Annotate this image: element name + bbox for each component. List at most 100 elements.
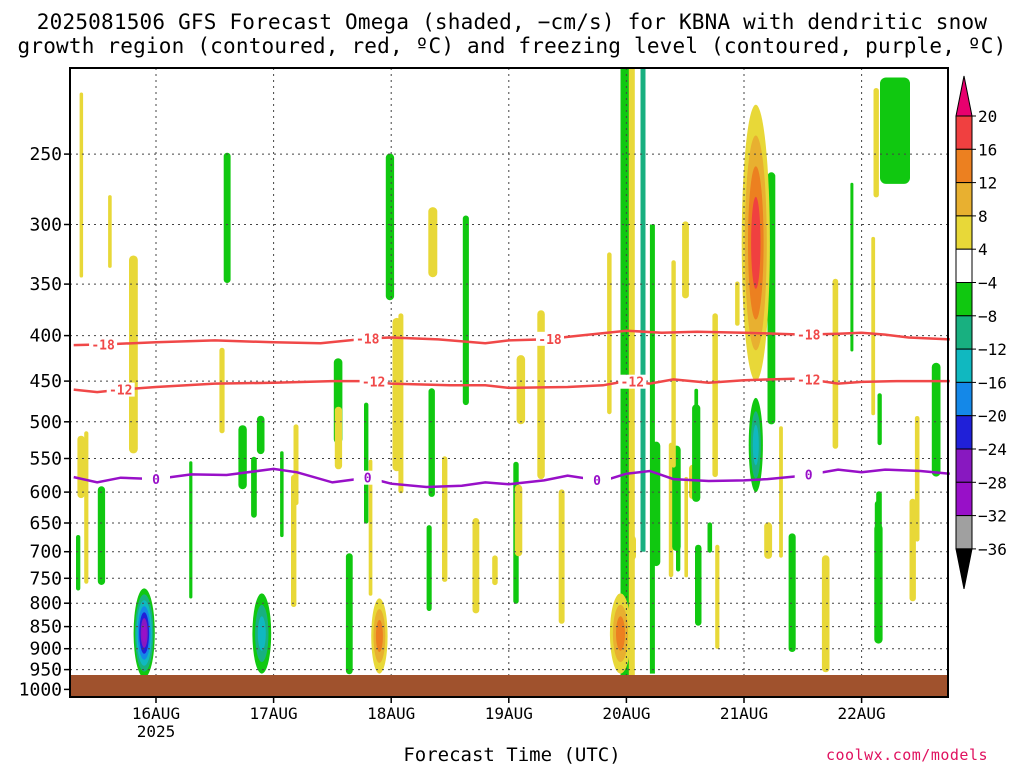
omega-streak [707, 522, 713, 553]
colorbar-bottom-arrow [955, 548, 973, 589]
omega-streak [514, 484, 523, 557]
x-tick-label: 21AUG [720, 704, 768, 723]
contour-label: -12 [109, 384, 132, 399]
colorbar-label: −4 [978, 274, 997, 293]
colorbar-label: 16 [978, 140, 997, 159]
omega-streak [764, 522, 773, 559]
contour-label-bg [536, 331, 564, 346]
ground-surface [70, 675, 948, 697]
omega-streak [871, 236, 876, 416]
colorbar-label: −20 [978, 407, 1007, 426]
y-tick-label: 250 [29, 144, 62, 165]
axes-layer: 2503003504004505005506006507007508008509… [19, 144, 886, 741]
omega-streak [368, 459, 373, 596]
colorbar-label: 8 [978, 207, 988, 226]
omega-streak [189, 461, 193, 599]
omega-streak [219, 347, 225, 434]
omega-blob-level [752, 424, 759, 466]
omega-blob-level [375, 619, 383, 653]
contour-label-bg [359, 374, 388, 389]
contour-label-bg [142, 472, 170, 487]
omega-streak [671, 260, 676, 468]
y-tick-label: 500 [29, 412, 62, 433]
colorbar-segment [955, 282, 973, 317]
omega-streak [537, 310, 545, 480]
colorbar-label: −8 [978, 307, 997, 326]
omega-streak [779, 426, 783, 558]
omega-shading-layer [76, 68, 941, 682]
omega-streak [715, 544, 720, 649]
omega-streak [684, 476, 688, 578]
chart-title-line-2: growth region (contoured, red, ºC) and f… [17, 34, 1007, 58]
omega-streak [345, 553, 353, 675]
y-tick-label: 550 [29, 449, 62, 470]
omega-blob-level [142, 624, 147, 642]
omega-blob-level [257, 616, 266, 651]
x-tick-label: 16AUG [132, 704, 180, 723]
omega-streak [712, 313, 718, 478]
omega-streak [676, 528, 681, 572]
contour-label-bg [794, 467, 823, 482]
y-tick-label: 400 [29, 326, 62, 347]
y-tick-label: 1000 [19, 679, 62, 700]
omega-streak [129, 255, 138, 454]
omega-streak [516, 355, 526, 425]
omega-streak [428, 207, 438, 278]
omega-streak [79, 92, 84, 278]
omega-streak [392, 317, 401, 472]
contour-label: -12 [797, 373, 820, 388]
credit-link[interactable]: coolwx.com/models [826, 746, 989, 764]
y-tick-label: 950 [29, 660, 62, 681]
contour-label-bg [583, 473, 611, 488]
colorbar-label: −28 [978, 473, 1007, 492]
omega-streak [428, 388, 435, 497]
omega-streak [668, 442, 674, 578]
omega-streak [914, 416, 920, 542]
omega-streak [238, 425, 247, 490]
omega-streak [385, 153, 395, 301]
y-tick-label: 600 [29, 482, 62, 503]
omega-streak [873, 88, 879, 198]
x-tick-label: 20AUG [602, 704, 650, 723]
omega-streak [672, 445, 681, 551]
colorbar-segment [955, 248, 973, 283]
omega-streak [909, 498, 916, 602]
contour-label-bg [106, 382, 135, 397]
omega-blob-level [616, 616, 625, 651]
y-tick-label: 800 [29, 593, 62, 614]
grid-layer [70, 68, 948, 697]
colorbar-label: −24 [978, 440, 1007, 459]
chart-title-line-1: 2025081506 GFS Forecast Omega (shaded, −… [36, 10, 988, 34]
omega-plume [649, 224, 655, 674]
omega-streak [256, 415, 265, 455]
contour-label: -12 [621, 376, 644, 391]
contour-label: 0 [593, 474, 601, 489]
y-tick-label: 650 [29, 513, 62, 534]
colorbar-label: 20 [978, 107, 997, 126]
x-tick-label: 22AUG [838, 704, 886, 723]
contour-layer: -18 -18 -18 -18 -12 -12 -12 -12 0 0 0 0 [73, 327, 950, 489]
omega-streak [877, 393, 882, 446]
contour-label-bg [794, 372, 823, 387]
contour-label: -18 [538, 333, 562, 348]
colorbar-segment [955, 148, 973, 184]
contour-label: -18 [797, 329, 821, 344]
colorbar-segment [955, 448, 973, 483]
omega-streak [692, 404, 701, 502]
contour-label: 0 [364, 472, 372, 487]
omega-streak [442, 456, 448, 582]
y-tick-label: 900 [29, 639, 62, 660]
omega-streak [931, 362, 941, 477]
colorbar-segment [955, 348, 973, 383]
x-axis-label: Forecast Time (UTC) [403, 744, 621, 766]
x-tick-label: 19AUG [485, 704, 533, 723]
colorbar-segment [955, 515, 973, 550]
omega-streak [77, 435, 85, 499]
omega-streak [251, 456, 257, 518]
contour-label-bg [353, 470, 382, 485]
colorbar-segment [955, 415, 973, 450]
colorbar: 20 16 12 8 4 −4 −8 −12 −16 −20 −24 −28 −32 −36 [955, 75, 1007, 589]
contour-label: -12 [362, 376, 385, 391]
omega-streak [832, 278, 839, 449]
